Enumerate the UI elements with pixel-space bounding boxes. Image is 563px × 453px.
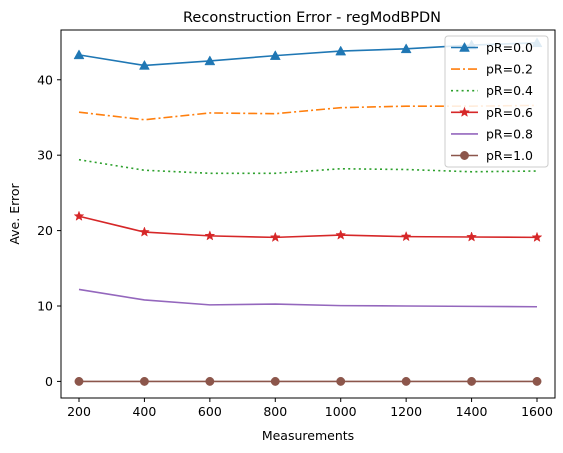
y-tick-label: 30 — [37, 148, 53, 163]
legend-label: pR=0.0 — [486, 40, 533, 55]
data-point — [336, 376, 346, 386]
x-tick-label: 1200 — [390, 404, 422, 419]
x-tick-label: 200 — [67, 404, 91, 419]
data-point — [270, 376, 280, 386]
data-point — [467, 376, 477, 386]
x-tick-label: 1000 — [325, 404, 357, 419]
y-tick-label: 0 — [45, 374, 53, 389]
legend-entry: pR=0.0 — [451, 40, 533, 55]
series-pR=1.0 — [74, 376, 542, 386]
x-tick-label: 600 — [198, 404, 222, 419]
legend-entry: pR=1.0 — [451, 148, 533, 163]
legend-entry: pR=0.6 — [451, 105, 533, 120]
data-point — [335, 45, 347, 56]
x-tick-label: 800 — [263, 404, 287, 419]
x-tick-label: 400 — [132, 404, 156, 419]
legend-label: pR=1.0 — [486, 148, 533, 163]
series-pR=0.8 — [78, 288, 538, 308]
data-point — [532, 376, 542, 386]
legend-marker — [459, 106, 470, 117]
chart-title: Reconstruction Error - regModBPDN — [183, 10, 441, 26]
y-tick-label: 20 — [37, 223, 53, 238]
legend-marker — [460, 151, 469, 160]
legend-label: pR=0.6 — [486, 105, 533, 120]
x-axis-label: Measurements — [262, 428, 354, 443]
y-tick-label: 40 — [37, 72, 53, 87]
data-point — [531, 231, 543, 242]
data-point — [335, 229, 347, 240]
series-line — [78, 288, 538, 308]
legend-label: pR=0.2 — [486, 62, 533, 77]
x-axis-ticks: 200 400 600 800 1000 1200 1400 1600 — [67, 398, 553, 419]
data-point — [204, 55, 216, 66]
legend-entry: pR=0.8 — [451, 126, 533, 141]
data-point — [139, 376, 149, 386]
data-point — [400, 43, 412, 54]
series-pR=0.6 — [73, 210, 543, 242]
legend-label: pR=0.4 — [486, 83, 533, 98]
legend-marker — [459, 41, 470, 52]
data-point — [204, 230, 216, 241]
data-point — [205, 376, 215, 386]
data-point — [269, 231, 281, 242]
plot-frame — [60, 29, 556, 399]
data-point — [73, 49, 85, 60]
data-point — [73, 210, 85, 221]
y-axis-ticks: 0 10 20 30 40 — [37, 72, 61, 389]
y-tick-label: 10 — [37, 299, 53, 314]
data-point — [401, 376, 411, 386]
data-point — [138, 59, 150, 70]
x-tick-label: 1400 — [456, 404, 488, 419]
series-pR=0.4 — [78, 158, 538, 175]
data-point — [400, 230, 412, 242]
data-point — [138, 226, 150, 237]
x-tick-label: 1600 — [521, 404, 553, 419]
series-line — [78, 215, 538, 239]
data-point — [269, 50, 281, 60]
data-point — [466, 231, 478, 242]
series-line — [78, 158, 538, 175]
legend-entry: pR=0.4 — [451, 83, 533, 98]
series-layer — [73, 37, 543, 386]
data-point — [74, 376, 84, 386]
y-axis-label: Ave. Error — [7, 182, 22, 244]
legend: pR=0.0 pR=0.2 pR=0.4 pR=0.6 pR=0.8 pR=1.0 — [444, 35, 549, 168]
legend-label: pR=0.8 — [486, 126, 533, 141]
legend-entry: pR=0.2 — [451, 62, 533, 77]
